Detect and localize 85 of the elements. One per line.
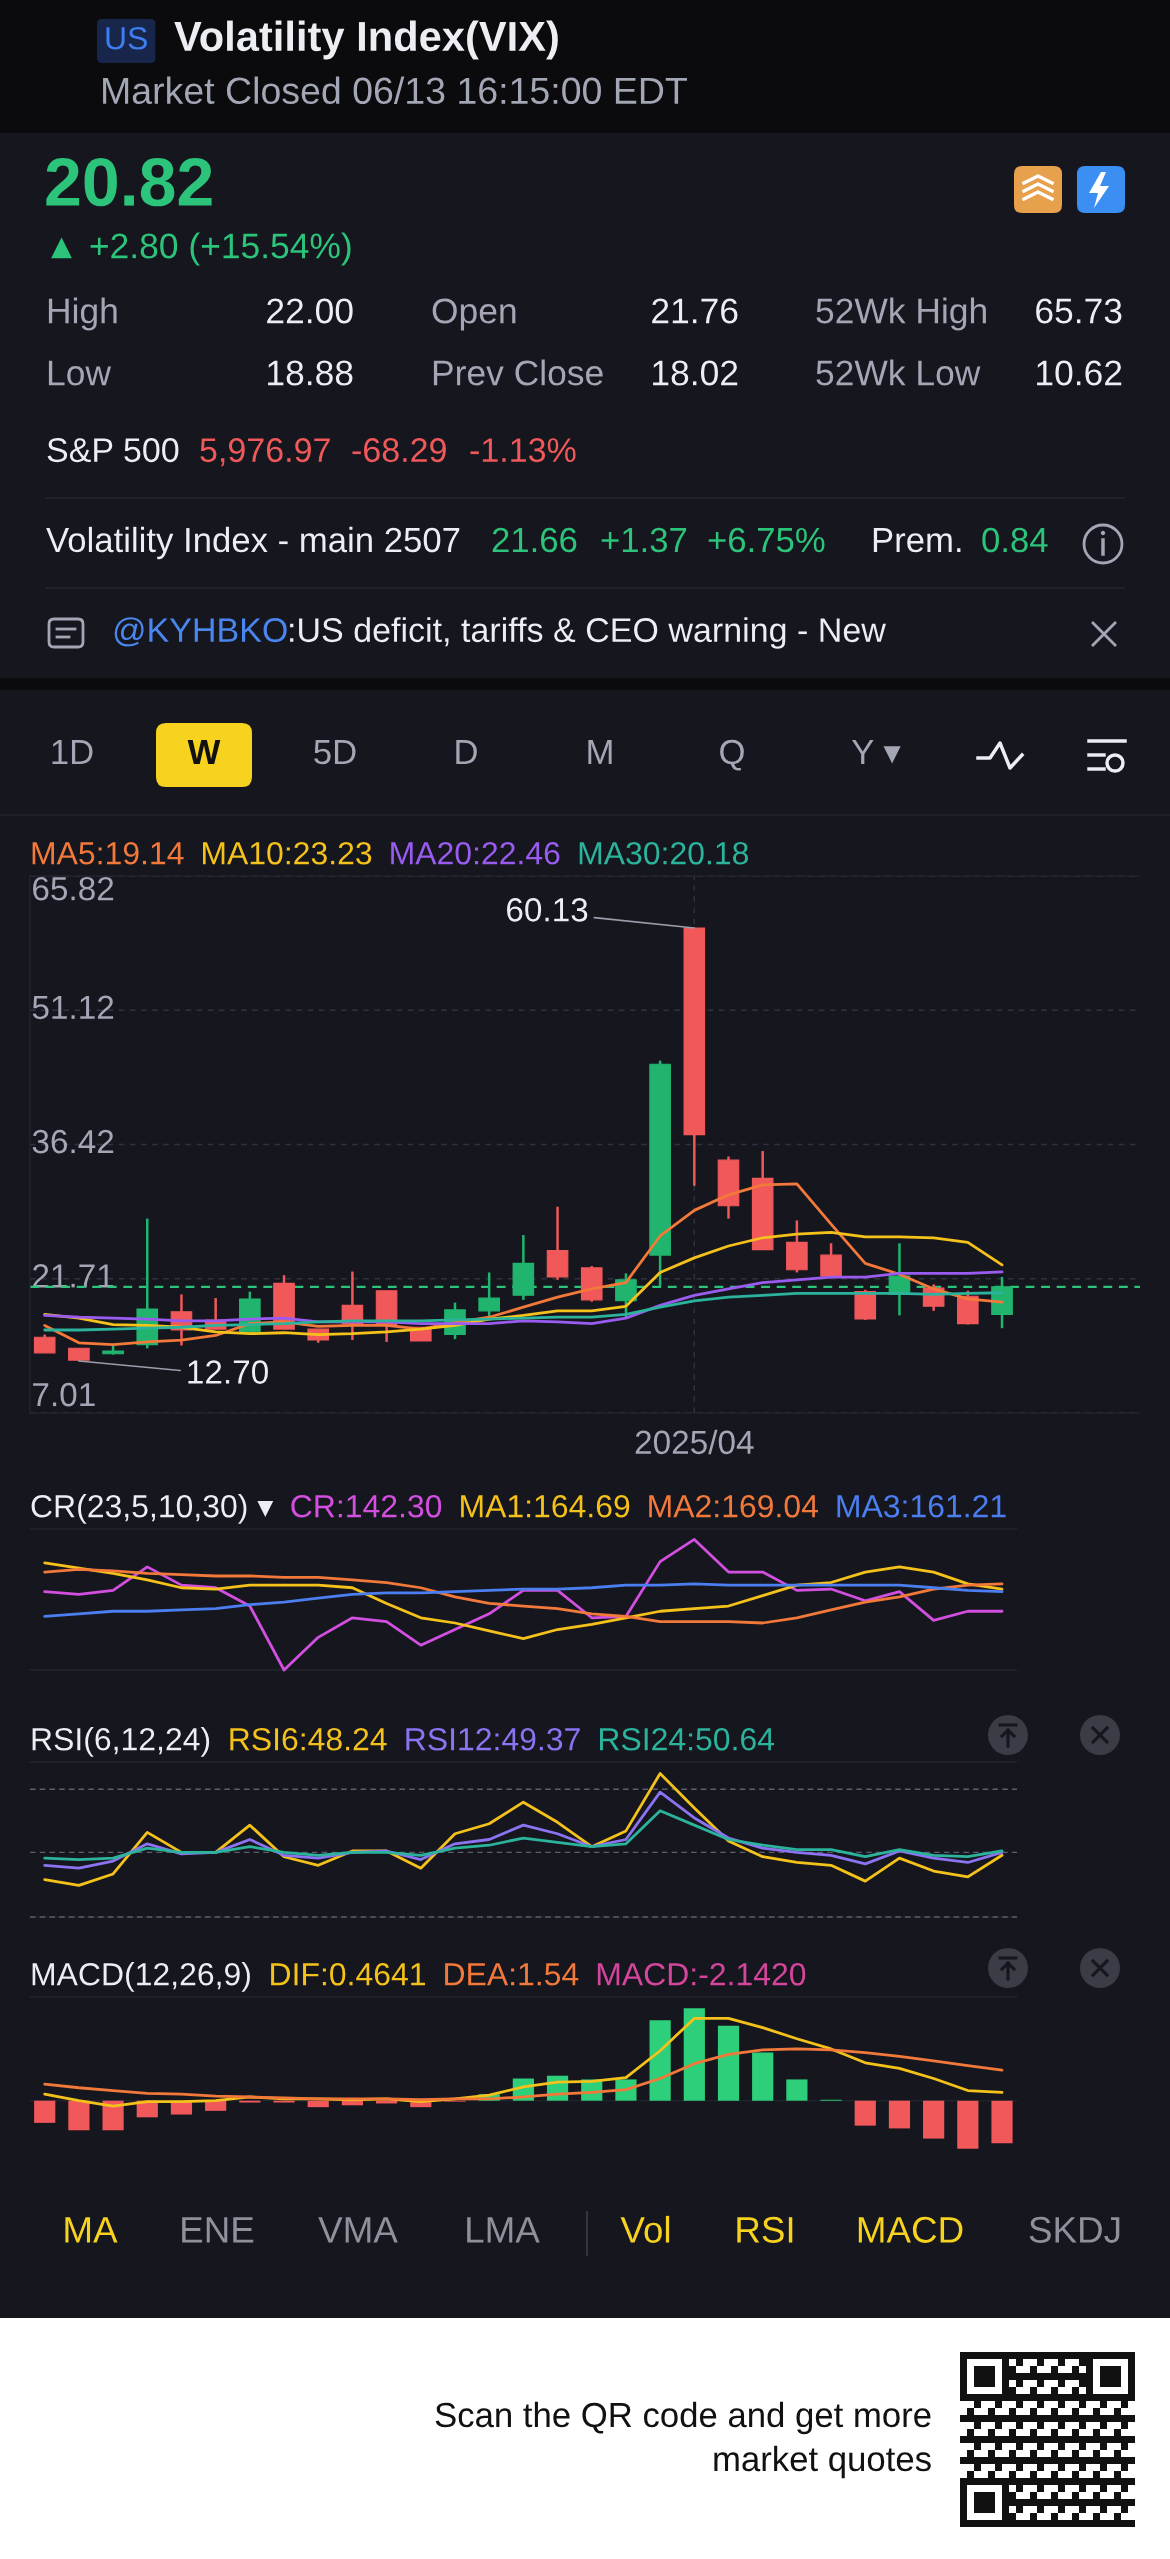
text: Scan the QR code and get more <box>435 2401 931 2435</box>
text: High <box>48 297 117 331</box>
text: 5,976.97 <box>200 438 330 467</box>
text: Vol <box>620 2215 670 2243</box>
text: 0.84 <box>982 527 1048 553</box>
bar <box>888 2100 911 2129</box>
text: RSI6:48.24 <box>230 1727 387 1751</box>
text: Low <box>48 360 112 386</box>
y-tick-label: 7.01 <box>33 1382 95 1407</box>
text: MA <box>65 2217 118 2243</box>
bar <box>991 2100 1013 2144</box>
text: SKDJ <box>1029 2216 1120 2243</box>
text: MACD:-2.1420 <box>597 1962 806 1986</box>
text: Open <box>432 298 516 331</box>
text: 22.00 <box>267 298 353 324</box>
bar <box>752 2052 774 2101</box>
text: CR:142.30 <box>291 1494 442 1518</box>
text: +1.37 <box>601 527 687 553</box>
text: 18.88 <box>268 360 353 386</box>
text: MA5:19.14 <box>32 841 184 865</box>
y-tick-label: 36.42 <box>32 1129 114 1154</box>
bar <box>923 2100 945 2139</box>
chart-title: MACD(12,26,9) <box>32 1962 250 1992</box>
text: DIF:0.4641 <box>271 1962 425 1986</box>
text: -68.29 <box>352 438 446 463</box>
annotation: 12.70 <box>188 1360 268 1384</box>
bar <box>307 2100 329 2108</box>
text: RSI24:50.64 <box>600 1727 775 1751</box>
bar <box>854 2100 876 2126</box>
text: 65.73 <box>1036 298 1122 324</box>
text: MA3:161.21 <box>837 1494 1006 1518</box>
text: D <box>456 740 477 764</box>
text: @KYHBKO <box>114 617 287 647</box>
text: 21.76 <box>652 298 738 324</box>
text: Q <box>720 739 744 771</box>
text: Prev Close <box>433 359 603 386</box>
text: 52Wk Low <box>816 359 981 386</box>
bar <box>34 2100 56 2123</box>
annotation: 60.13 <box>507 898 588 922</box>
text: MA10:23.23 <box>203 841 372 865</box>
text: 21.66 <box>492 527 577 553</box>
text: S&P 500 <box>47 438 179 463</box>
text: MA1:164.69 <box>461 1494 630 1518</box>
text: +6.75% <box>708 527 825 553</box>
text: MA2:169.04 <box>649 1494 818 1518</box>
text: 52Wk High <box>816 297 986 331</box>
text: 20.82 <box>46 158 212 207</box>
bar <box>205 2100 227 2111</box>
text: US <box>106 26 147 50</box>
text: RSI <box>737 2216 793 2243</box>
text: Prem. <box>873 528 961 553</box>
text: M <box>588 740 612 764</box>
x-tick-label: 2025/04 <box>635 1429 754 1455</box>
text: MA30:20.18 <box>579 841 748 865</box>
text: Volatility Index - main 2507 <box>46 526 460 560</box>
text: 1D <box>52 740 93 764</box>
chart-title: CR(23,5,10,30) ▾ <box>31 1494 274 1524</box>
text: MACD <box>858 2216 963 2243</box>
bar <box>683 2008 705 2101</box>
text: MA20:22.46 <box>391 841 560 865</box>
chart-title: RSI(6,12,24) <box>32 1727 210 1757</box>
bar <box>68 2100 90 2131</box>
text: LMA <box>467 2217 540 2243</box>
bar <box>717 2025 740 2101</box>
bar <box>649 2020 671 2101</box>
bar <box>102 2100 124 2131</box>
text: Volatility Index(VIX) <box>174 20 558 60</box>
text: VMA <box>318 2217 398 2243</box>
text: ENE <box>182 2217 254 2243</box>
text: RSI12:49.37 <box>406 1727 580 1751</box>
text: 18.02 <box>653 360 738 386</box>
y-tick-label: 65.82 <box>33 876 114 901</box>
text: market quotes <box>714 2445 931 2479</box>
text: ▲ +2.80 (+15.54%) <box>51 232 351 266</box>
text: :US deficit, tariffs & CEO warning - New <box>290 617 886 649</box>
text: 10.62 <box>1037 360 1122 386</box>
text: DEA:1.54 <box>445 1963 579 1986</box>
y-tick-label: 51.12 <box>32 995 114 1020</box>
text: 5D <box>314 740 356 765</box>
text: Market Closed 06/13 16:15:00 EDT <box>103 76 687 105</box>
text: -1.13% <box>470 438 576 463</box>
text: Y ▾ <box>851 740 901 764</box>
bar <box>786 2079 808 2101</box>
text: W <box>187 740 221 764</box>
bar <box>957 2100 979 2149</box>
